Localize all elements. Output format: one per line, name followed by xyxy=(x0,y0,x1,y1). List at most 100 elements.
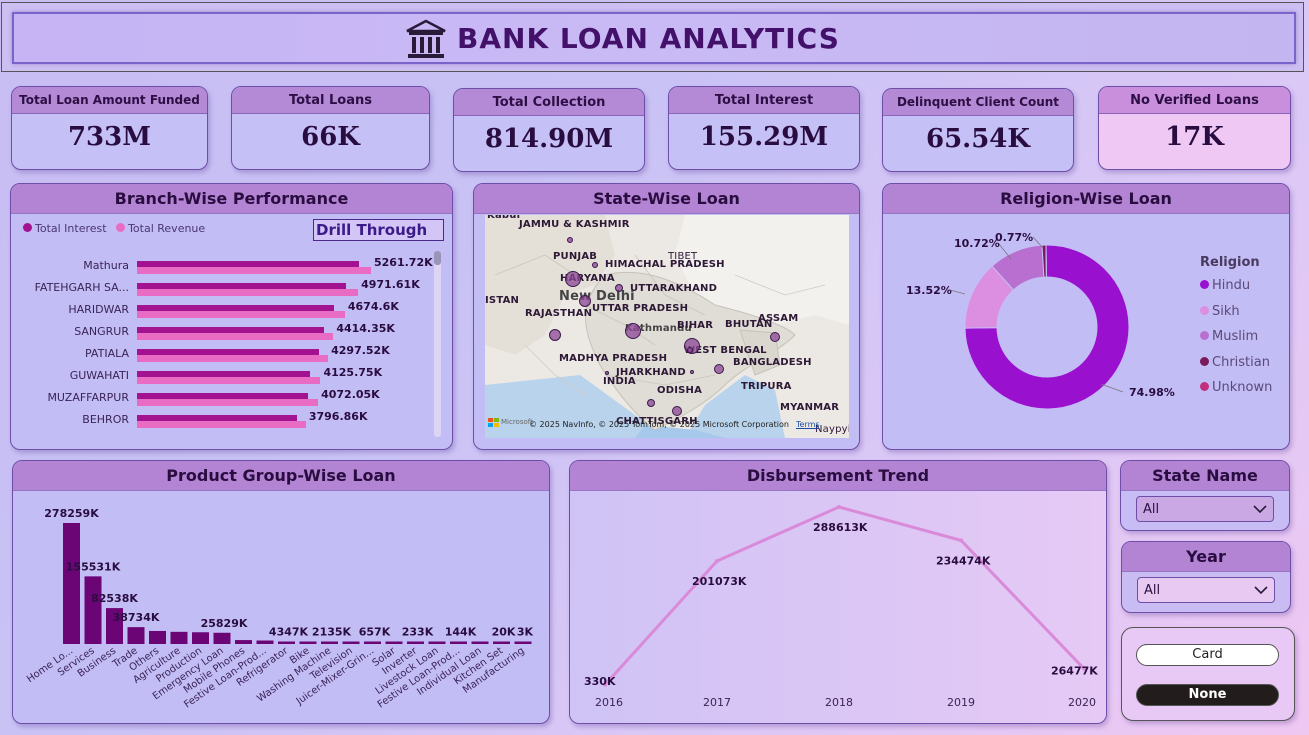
map-bubble[interactable] xyxy=(605,371,609,375)
map-bubble[interactable] xyxy=(592,262,598,268)
donut-slice[interactable] xyxy=(964,244,1130,410)
map-bubble[interactable] xyxy=(690,370,694,374)
legend-item[interactable]: Christian xyxy=(1200,355,1270,370)
interest-bar[interactable] xyxy=(137,327,324,333)
product-bar[interactable] xyxy=(321,641,338,645)
revenue-bar[interactable] xyxy=(137,267,371,274)
product-value-label: 233K xyxy=(402,626,434,639)
product-bar[interactable] xyxy=(106,608,123,644)
card-button[interactable]: Card xyxy=(1136,644,1279,666)
product-bar[interactable] xyxy=(471,641,489,645)
panel-title: Religion-Wise Loan xyxy=(883,184,1289,214)
product-bar[interactable] xyxy=(450,641,467,645)
trend-point[interactable] xyxy=(959,538,963,543)
product-bar[interactable] xyxy=(84,576,102,644)
disbursement-line-chart[interactable]: 330K 2016 201073K 2017 288613K 2018 234474K 201… xyxy=(570,491,1107,724)
product-bar[interactable] xyxy=(170,631,188,644)
kpi-card-total-collection[interactable]: Total Collection 814.90M xyxy=(453,88,645,172)
state-dropdown[interactable]: All xyxy=(1136,496,1274,522)
legend-item[interactable]: Muslim xyxy=(1200,329,1258,344)
year-slicer-panel: Year All xyxy=(1121,541,1291,613)
map-bubble[interactable] xyxy=(625,323,641,339)
none-button[interactable]: None xyxy=(1136,684,1279,706)
interest-bar[interactable] xyxy=(137,415,298,421)
product-bar[interactable] xyxy=(514,641,532,645)
branch-value-label: 3796.86K xyxy=(308,410,368,423)
map-bubble[interactable] xyxy=(770,332,780,342)
product-bar[interactable] xyxy=(385,641,403,645)
kpi-card-delinquent-client-count[interactable]: Delinquent Client Count 65.54K xyxy=(882,88,1074,172)
kpi-card-no-verified-loans[interactable]: No Verified Loans 17K xyxy=(1098,86,1291,170)
map-terms-link[interactable]: Terms xyxy=(796,420,820,429)
interest-bar[interactable] xyxy=(137,261,360,267)
interest-bar[interactable] xyxy=(137,393,309,399)
map-bubble[interactable] xyxy=(579,295,591,307)
product-bar[interactable] xyxy=(342,641,360,645)
legend-item[interactable]: Sikh xyxy=(1200,304,1240,319)
interest-bar[interactable] xyxy=(137,371,311,377)
kpi-card-total-interest[interactable]: Total Interest 155.29M xyxy=(668,86,860,170)
product-bar[interactable] xyxy=(235,640,252,644)
map-bubble[interactable] xyxy=(647,399,655,407)
trend-x-tick-label: 2017 xyxy=(703,696,731,709)
kpi-label: No Verified Loans xyxy=(1099,87,1290,114)
product-value-label: 3K xyxy=(517,626,534,639)
product-bar[interactable] xyxy=(213,632,231,644)
legend-item[interactable]: Hindu xyxy=(1200,278,1250,293)
revenue-bar[interactable] xyxy=(137,311,345,318)
map-bubble[interactable] xyxy=(714,364,724,374)
revenue-bar[interactable] xyxy=(137,421,306,428)
header-banner xyxy=(12,12,1296,64)
revenue-bar[interactable] xyxy=(137,355,329,362)
religion-wise-panel: Religion-Wise Loan 74.98% 13.52% 10.72% 0.7… xyxy=(882,183,1290,450)
interest-bar[interactable] xyxy=(137,349,319,355)
legend-item[interactable]: Unknown xyxy=(1200,380,1272,395)
product-bar[interactable] xyxy=(407,641,424,645)
map-bubble[interactable] xyxy=(615,284,623,292)
product-bar[interactable] xyxy=(493,641,510,645)
trend-value-label: 330K xyxy=(584,675,616,688)
map-bubble[interactable] xyxy=(549,329,561,341)
religion-donut-chart[interactable]: 74.98% 13.52% 10.72%0.77% xyxy=(883,214,1183,450)
product-bar[interactable] xyxy=(149,630,166,644)
product-bar[interactable] xyxy=(278,641,295,645)
drill-through-button[interactable]: Drill Through xyxy=(313,219,444,241)
interest-bar[interactable] xyxy=(137,283,347,289)
product-value-label: 144K xyxy=(445,626,477,639)
trend-point[interactable] xyxy=(715,558,719,563)
legend-label: Sikh xyxy=(1212,303,1240,319)
map-bubble[interactable] xyxy=(567,237,573,243)
revenue-bar[interactable] xyxy=(137,289,359,296)
revenue-bar[interactable] xyxy=(137,377,321,384)
trend-point[interactable] xyxy=(1082,666,1086,671)
india-map[interactable]: Kabul JAMMU & KASHMIR PUNJAB HIMACHAL PRADE… xyxy=(485,215,849,438)
branch-name-label: HARIDWAR xyxy=(68,303,129,316)
product-bar[interactable] xyxy=(256,640,274,644)
product-bar[interactable] xyxy=(127,627,145,644)
product-bar[interactable] xyxy=(63,523,80,644)
map-bubble[interactable] xyxy=(565,271,581,287)
year-dropdown[interactable]: All xyxy=(1137,577,1275,603)
kpi-label: Total Collection xyxy=(454,89,644,116)
map-bubble[interactable] xyxy=(687,347,693,353)
kpi-card-total-loan-amount[interactable]: Total Loan Amount Funded 733M xyxy=(11,86,208,170)
product-bar[interactable] xyxy=(428,641,446,645)
product-bar[interactable] xyxy=(192,632,209,644)
chevron-down-icon xyxy=(1253,505,1267,514)
product-bar[interactable] xyxy=(299,641,317,645)
kpi-label: Total Interest xyxy=(669,87,859,114)
microsoft-logo-icon xyxy=(488,418,500,428)
kpi-card-total-loans[interactable]: Total Loans 66K xyxy=(231,86,430,170)
interest-bar[interactable] xyxy=(137,305,334,311)
revenue-bar[interactable] xyxy=(137,333,334,340)
product-bar[interactable] xyxy=(364,641,381,645)
map-bubble[interactable] xyxy=(672,406,682,416)
scrollbar-thumb[interactable] xyxy=(434,251,441,265)
scrollbar-track[interactable] xyxy=(434,251,441,437)
branch-name-label: MUZAFFARPUR xyxy=(47,391,129,404)
trend-point[interactable] xyxy=(603,682,607,687)
branch-name-label: BEHROR xyxy=(82,413,129,426)
revenue-bar[interactable] xyxy=(137,399,319,406)
trend-point[interactable] xyxy=(837,505,841,509)
